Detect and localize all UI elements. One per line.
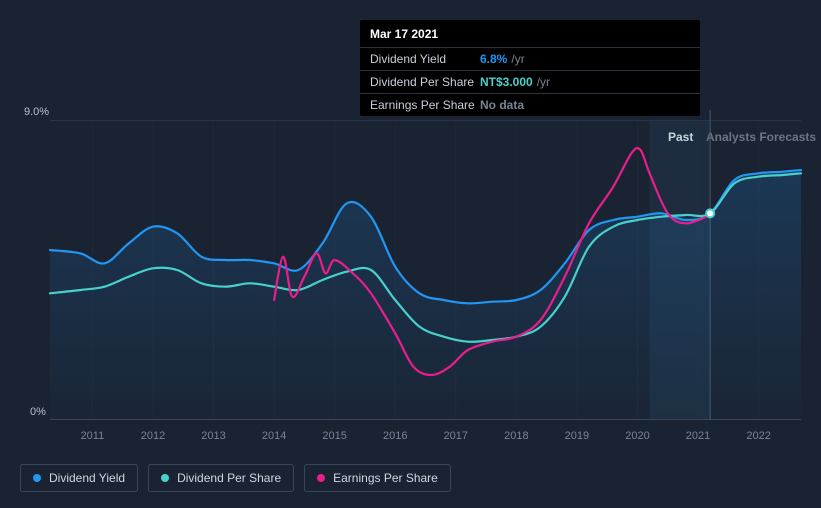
legend-item-dividend-per-share[interactable]: Dividend Per Share xyxy=(148,464,294,492)
chart-legend: Dividend Yield Dividend Per Share Earnings… xyxy=(20,464,451,492)
legend-item-earnings-per-share[interactable]: Earnings Per Share xyxy=(304,464,451,492)
x-tick-2020: 2020 xyxy=(625,430,649,442)
cursor-marker xyxy=(706,209,714,217)
dividend-chart: 9.0% 0% Past Analysts Forecasts 20112012… xyxy=(0,0,821,508)
x-tick-2011: 2011 xyxy=(81,430,105,442)
legend-item-dividend-yield[interactable]: Dividend Yield xyxy=(20,464,138,492)
tooltip-unit: /yr xyxy=(537,75,550,89)
tooltip-key: Earnings Per Share xyxy=(370,98,480,112)
legend-dot-icon xyxy=(161,474,169,482)
tooltip-date: Mar 17 2021 xyxy=(360,20,700,47)
tooltip-key: Dividend Yield xyxy=(370,52,480,66)
x-tick-2012: 2012 xyxy=(141,430,165,442)
tooltip-row-1: Dividend Per ShareNT$3.000/yr xyxy=(360,70,700,93)
legend-label: Earnings Per Share xyxy=(333,471,438,485)
tooltip-value: No data xyxy=(480,98,524,112)
x-tick-2016: 2016 xyxy=(383,430,407,442)
x-tick-2013: 2013 xyxy=(201,430,225,442)
chart-tooltip: Mar 17 2021 Dividend Yield6.8%/yrDividen… xyxy=(360,20,700,116)
y-axis-max-label: 9.0% xyxy=(24,106,49,118)
tooltip-value: NT$3.000/yr xyxy=(480,75,550,89)
chart-plot-area[interactable] xyxy=(50,120,801,420)
x-tick-2021: 2021 xyxy=(686,430,710,442)
tooltip-value: 6.8%/yr xyxy=(480,52,525,66)
x-tick-2022: 2022 xyxy=(746,430,770,442)
legend-dot-icon xyxy=(317,474,325,482)
x-tick-2018: 2018 xyxy=(504,430,528,442)
x-tick-2014: 2014 xyxy=(262,430,286,442)
tooltip-row-0: Dividend Yield6.8%/yr xyxy=(360,47,700,70)
legend-label: Dividend Per Share xyxy=(177,471,281,485)
tooltip-unit: /yr xyxy=(511,52,524,66)
x-tick-2017: 2017 xyxy=(444,430,468,442)
x-tick-2015: 2015 xyxy=(322,430,346,442)
x-tick-2019: 2019 xyxy=(565,430,589,442)
tooltip-row-2: Earnings Per ShareNo data xyxy=(360,93,700,116)
legend-dot-icon xyxy=(33,474,41,482)
tooltip-key: Dividend Per Share xyxy=(370,75,480,89)
y-axis-min-label: 0% xyxy=(30,406,46,418)
legend-label: Dividend Yield xyxy=(49,471,125,485)
